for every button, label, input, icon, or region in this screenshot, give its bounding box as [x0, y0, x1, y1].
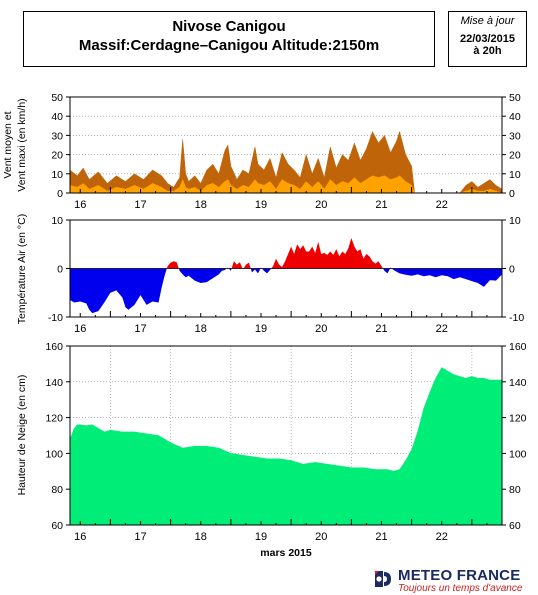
- temperature-y-label: Température Air (en °C): [16, 214, 28, 324]
- snow-x-tick-label: 21: [375, 531, 387, 543]
- snow-y-tick-label-right: 100: [509, 448, 527, 460]
- wind-y-tick-label: 20: [51, 150, 63, 162]
- snow-y-tick-label-right: 120: [509, 413, 527, 425]
- wind-x-tick-label: 17: [134, 199, 146, 211]
- station-subtitle: Massif:Cerdagne–Canigou Altitude:2150m: [78, 37, 380, 54]
- logo-tagline: Toujours un temps d'avance: [398, 583, 523, 594]
- update-date: 22/03/2015: [459, 33, 516, 45]
- update-label: Mise à jour: [460, 15, 515, 27]
- wind-y-label-line2: Vent maxi (en km/h): [16, 98, 28, 191]
- snow-y-tick-label: 80: [51, 484, 63, 496]
- wind-y-tick-label-right: 10: [509, 169, 521, 181]
- snow-y-tick-label-right: 140: [509, 377, 527, 389]
- station-title: Nivose Canigou: [172, 18, 286, 35]
- meteo-france-logo: METEO FRANCE Toujours un temps d'avance: [372, 565, 532, 594]
- snow-x-tick-label: 16: [74, 531, 86, 543]
- wind-x-tick-label: 21: [375, 199, 387, 211]
- temp-y-tick-label-right: 0: [509, 264, 515, 276]
- wind-y-tick-label-right: 30: [509, 130, 521, 142]
- wind-y-tick-label: 0: [57, 188, 63, 200]
- snow-height-area: [69, 367, 503, 526]
- snow-y-tick-label: 100: [45, 448, 63, 460]
- wind-y-label-line1: Vent moyen et: [2, 111, 14, 178]
- temp-x-tick-label: 20: [315, 323, 327, 335]
- temp-x-tick-label: 16: [74, 323, 86, 335]
- snow-y-label: Hauteur de Neige (en cm): [16, 375, 28, 496]
- wind-y-tick-label: 50: [51, 92, 63, 104]
- logo-name: METEO FRANCE: [398, 567, 521, 584]
- wind-x-tick-label: 20: [315, 199, 327, 211]
- wind-x-tick-label: 18: [195, 199, 207, 211]
- wind-panel: 0 0 10 10 20 20 30 30 40 40 50 50 16 17 18 19 20 21 22: [51, 92, 521, 211]
- snow-x-tick-label: 22: [436, 531, 448, 543]
- wind-y-tick-label: 40: [51, 111, 63, 123]
- wind-y-tick-label: 30: [51, 130, 63, 142]
- snow-y-tick-label: 140: [45, 377, 63, 389]
- temp-y-tick-label-right: 10: [509, 215, 521, 227]
- temp-x-tick-label: 18: [195, 323, 207, 335]
- snow-y-tick-label: 60: [51, 520, 63, 532]
- snow-y-tick-label-right: 60: [509, 520, 521, 532]
- temp-y-tick-label: -10: [48, 312, 63, 324]
- wind-series-1-area: [69, 175, 503, 194]
- temp-y-tick-label: 0: [57, 264, 63, 276]
- snow-y-tick-label-right: 160: [509, 341, 527, 353]
- snow-y-tick-label: 120: [45, 413, 63, 425]
- wind-frame: [69, 96, 503, 194]
- title-box: Nivose Canigou Massif:Cerdagne–Canigou A…: [23, 11, 435, 67]
- wind-y-tick-label: 10: [51, 169, 63, 181]
- snow-x-tick-label: 18: [195, 531, 207, 543]
- temp-x-tick-label: 19: [255, 323, 267, 335]
- temp-x-tick-label: 17: [134, 323, 146, 335]
- temp-x-tick-label: 21: [375, 323, 387, 335]
- wind-y-tick-label-right: 50: [509, 92, 521, 104]
- x-axis-label: mars 2015: [260, 547, 312, 559]
- wind-y-tick-label-right: 40: [509, 111, 521, 123]
- snow-x-tick-label: 20: [315, 531, 327, 543]
- meteo-france-mark-icon: [375, 571, 391, 587]
- wind-y-tick-label-right: 20: [509, 150, 521, 162]
- wind-x-tick-label: 22: [436, 199, 448, 211]
- temp-x-tick-label: 22: [436, 323, 448, 335]
- snow-y-tick-label: 160: [45, 341, 63, 353]
- snow-x-tick-label: 19: [255, 531, 267, 543]
- temp-y-tick-label-right: -10: [509, 312, 524, 324]
- snow-x-tick-label: 17: [134, 531, 146, 543]
- wind-y-tick-label-right: 0: [509, 188, 515, 200]
- temp-y-tick-label: 10: [51, 215, 63, 227]
- snow-height-panel: 60 60 80 80 100 100 120 120 140 140 160 160 16 17 18 19…: [45, 341, 526, 543]
- update-box: Mise à jour 22/03/2015 à 20h: [448, 11, 527, 67]
- temperature-positive-area: [70, 237, 502, 269]
- snow-frame: [69, 345, 503, 526]
- update-time: à 20h: [473, 45, 502, 57]
- temperature-panel: -10 -10 0 0 10 10 16 17 18 19 20 21 22: [48, 215, 525, 335]
- wind-x-tick-label: 19: [255, 199, 267, 211]
- wind-x-tick-label: 16: [74, 199, 86, 211]
- snow-y-tick-label-right: 80: [509, 484, 521, 496]
- temperature-negative-area: [70, 268, 502, 314]
